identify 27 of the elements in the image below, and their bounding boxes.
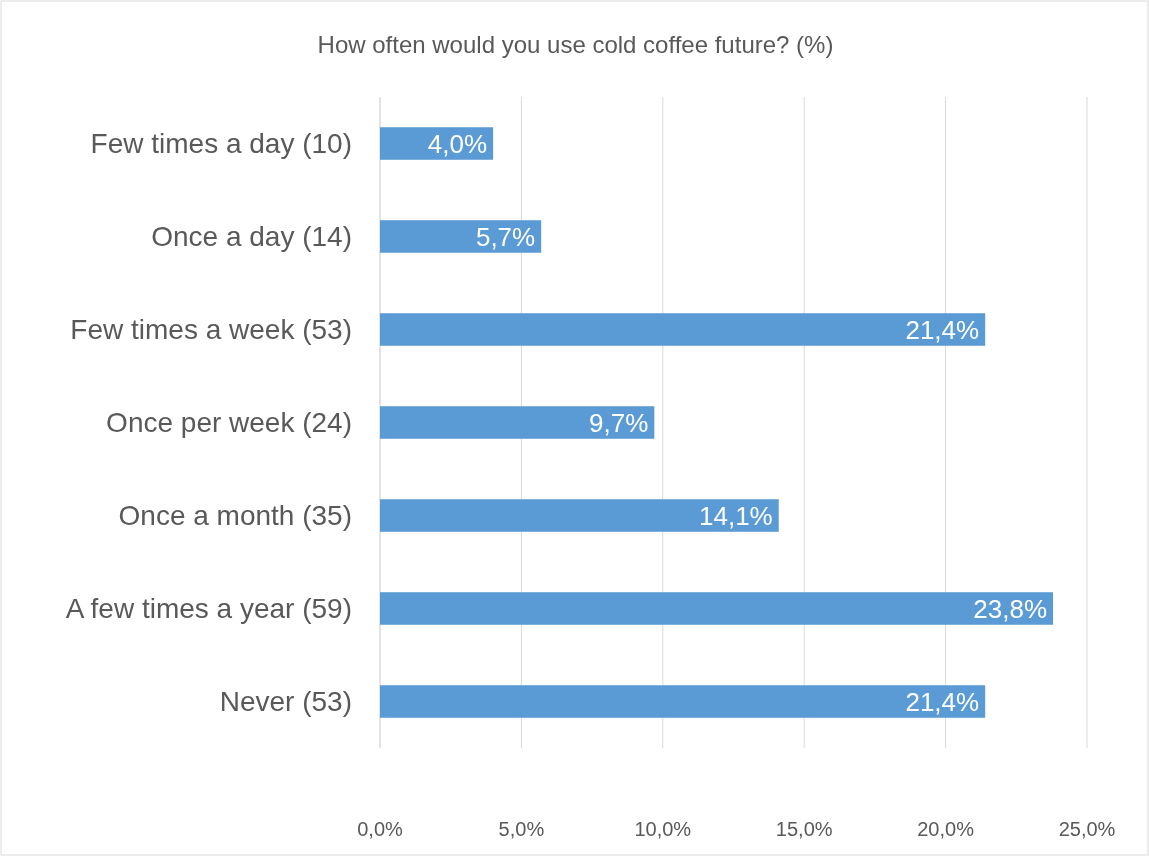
data-label: 14,1% xyxy=(699,500,773,531)
chart-title: How often would you use cold coffee future? (%) xyxy=(317,31,834,58)
x-tick-label: 25,0% xyxy=(1058,818,1116,840)
y-tick-label: Never (53) xyxy=(219,686,352,718)
bar xyxy=(380,592,1054,625)
bar xyxy=(380,220,542,253)
data-label: 9,7% xyxy=(589,407,649,438)
bar xyxy=(380,313,986,346)
y-tick-label: Once a month (35) xyxy=(118,500,352,532)
bar xyxy=(380,406,655,439)
x-tick-label: 5,0% xyxy=(498,818,545,840)
x-tick-label: 20,0% xyxy=(917,818,975,840)
y-tick-label: Few times a week (53) xyxy=(70,314,352,346)
bar xyxy=(380,685,986,718)
data-label: 23,8% xyxy=(973,593,1048,624)
data-label: 21,4% xyxy=(905,686,980,717)
y-tick-label: Few times a day (10) xyxy=(90,128,352,160)
data-label: 4,0% xyxy=(427,128,488,159)
y-tick-label: Once a day (14) xyxy=(151,221,352,253)
data-label: 21,4% xyxy=(905,314,980,345)
data-label: 5,7% xyxy=(475,221,536,252)
y-tick-label: A few times a year (59) xyxy=(65,593,352,625)
x-tick-label: 0,0% xyxy=(357,818,404,840)
bar xyxy=(380,499,779,532)
x-tick-label: 10,0% xyxy=(634,818,692,840)
y-tick-label: Once per week (24) xyxy=(106,407,352,439)
x-tick-label: 15,0% xyxy=(775,818,833,840)
